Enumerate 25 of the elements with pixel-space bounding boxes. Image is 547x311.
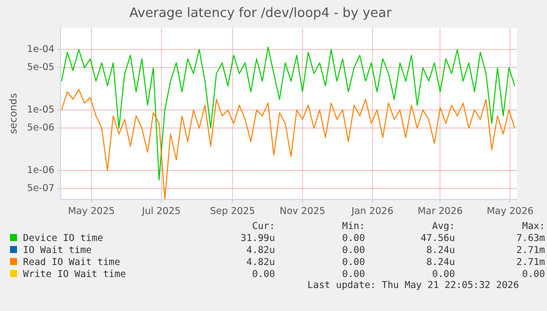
text: Cur: Min: Avg: Max: <box>252 220 545 232</box>
text: Last update: Thu May 21 22:05:32 2026 <box>306 280 520 291</box>
y-tick-label: 1e-04 <box>27 44 54 55</box>
x-tick-label: Jan 2026 <box>350 206 394 217</box>
x-tick-label: Nov 2025 <box>280 206 326 217</box>
text: 31.99u 0.00 47.56u 7.63m <box>240 232 545 244</box>
x-tick-label: Sep 2025 <box>210 206 256 217</box>
legend-label: Read IO Wait time <box>22 256 122 268</box>
x-tick-label: May 2025 <box>68 206 115 217</box>
legend-label: Device IO time <box>22 232 104 244</box>
y-tick-label: 1e-06 <box>27 164 54 176</box>
x-tick-label: Mar 2026 <box>418 206 463 217</box>
y-tick-label: 5e-06 <box>27 122 54 134</box>
text: 0.00 0.00 0.00 0.00 <box>252 268 545 280</box>
y-tick-label: 1e-05 <box>27 104 54 116</box>
text: 4.82u 0.00 8.24u 2.71m <box>246 256 545 268</box>
x-tick-label: Jul 2025 <box>141 206 181 217</box>
y-tick-label: 5e-05 <box>27 62 54 74</box>
y-axis-title: seconds <box>8 93 20 134</box>
text: 4.82u 0.00 8.24u 2.71m <box>246 244 545 256</box>
legend-label: IO Wait time <box>22 244 93 256</box>
legend-label: Write IO Wait time <box>22 268 127 280</box>
x-tick-label: May 2026 <box>486 206 534 217</box>
y-tick-label: 5e-07 <box>27 183 54 194</box>
chart-title: Average latency for /dev/loop4 - by year <box>129 6 392 22</box>
